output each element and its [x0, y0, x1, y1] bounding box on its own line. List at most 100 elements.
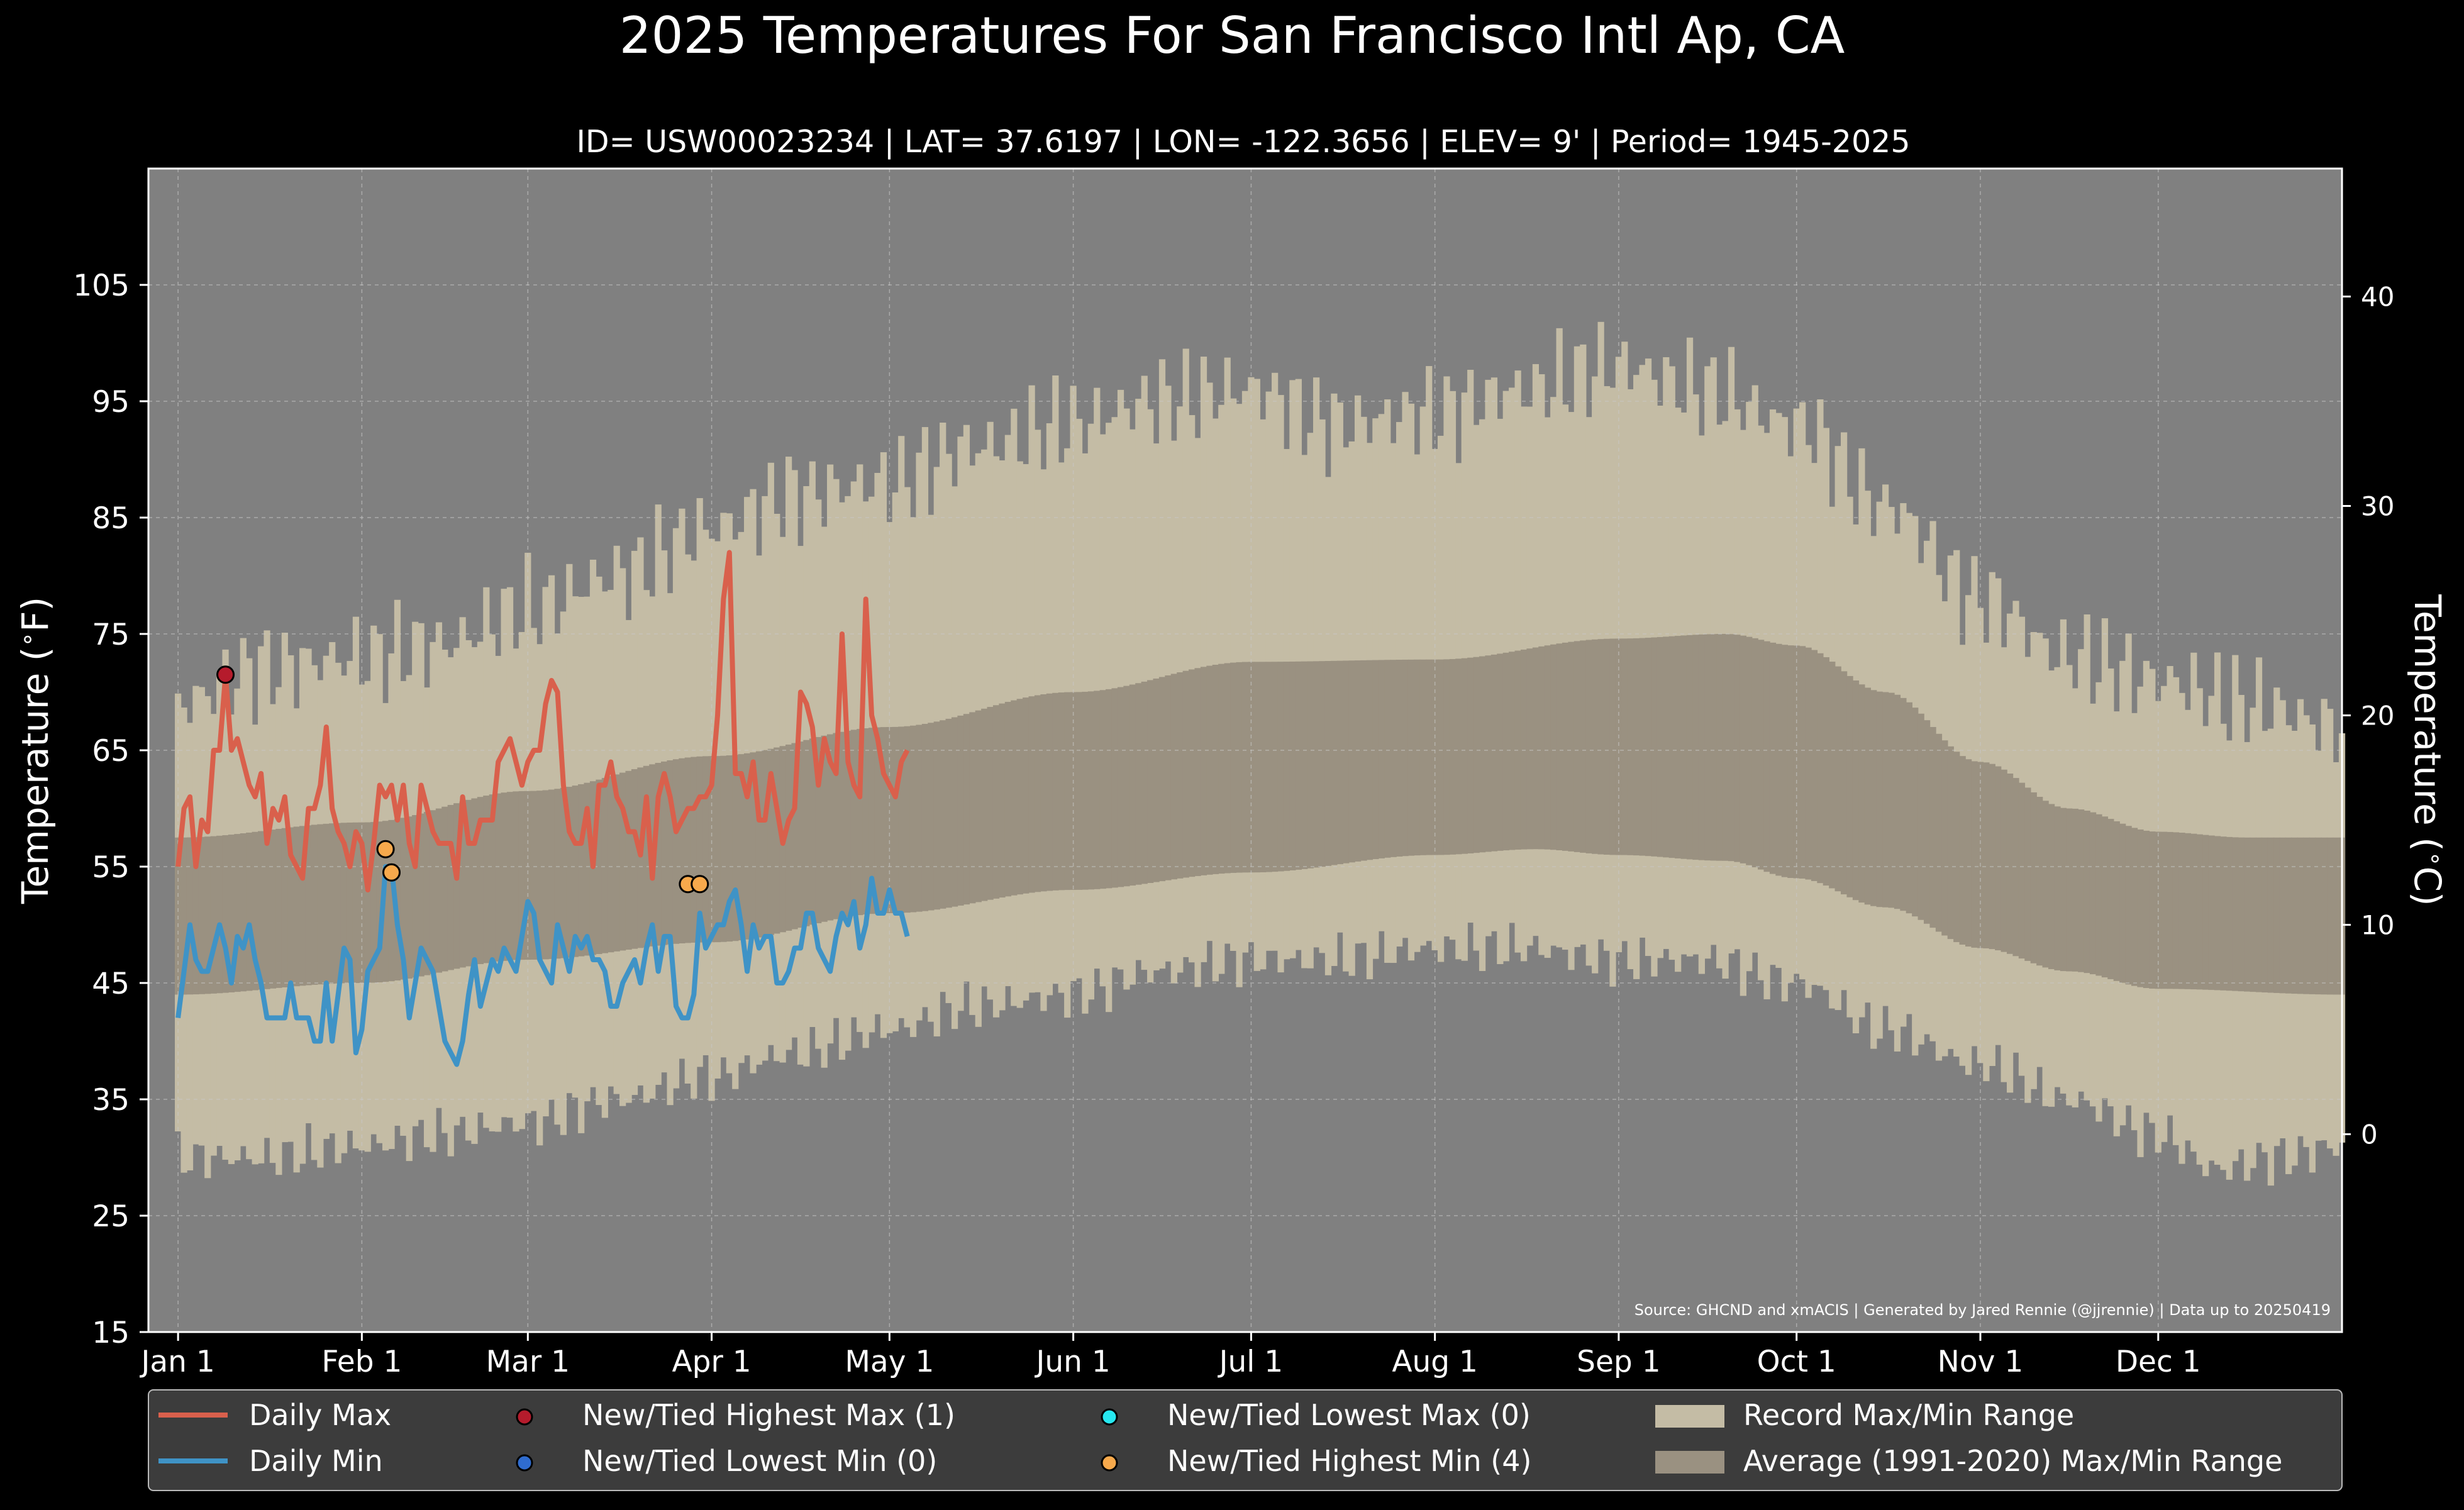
average-range-bar — [1307, 661, 1314, 869]
y-tick-label-left: 75 — [92, 618, 130, 652]
x-tick-label: Mar 1 — [486, 1345, 570, 1379]
plot-area: Source: GHCND and xmACIS | Generated by … — [147, 167, 2346, 1333]
average-range-bar — [850, 730, 857, 916]
average-range-bar — [1011, 700, 1018, 896]
average-range-bar — [1099, 690, 1106, 889]
average-range-bar — [1793, 645, 1800, 879]
average-range-bar — [2042, 801, 2049, 968]
average-range-bar — [2018, 782, 2026, 959]
average-range-bar — [969, 712, 976, 904]
chart-title: 2025 Temperatures For San Francisco Intl… — [619, 6, 1845, 65]
average-range-bar — [1106, 689, 1113, 889]
average-range-bar — [1396, 660, 1403, 857]
average-range-bar — [1324, 661, 1332, 866]
average-range-bar — [2167, 831, 2173, 989]
average-range-bar — [1194, 668, 1201, 876]
legend-label-highest-max: New/Tied Highest Max (1) — [582, 1398, 955, 1432]
average-range-bar — [785, 744, 792, 931]
average-range-bar — [1526, 648, 1533, 850]
average-range-bar — [921, 724, 929, 911]
average-range-bar — [1461, 658, 1468, 854]
average-range-bar — [2178, 833, 2185, 989]
average-range-bar — [1343, 660, 1350, 863]
average-range-bar — [1075, 692, 1083, 890]
legend-marker-highest-max — [516, 1408, 533, 1426]
average-range-bar — [1627, 638, 1634, 855]
average-range-bar — [1615, 638, 1623, 855]
average-range-bar — [1585, 640, 1592, 853]
average-range-bar — [299, 826, 306, 986]
average-range-bar — [1645, 638, 1652, 857]
y-tick-label-right: 0 — [2361, 1119, 2378, 1150]
y-tick-label-left: 65 — [92, 734, 130, 769]
average-range-bar — [1947, 746, 1954, 940]
marker-highest-min — [382, 863, 401, 882]
average-range-bar — [1544, 645, 1551, 850]
average-range-bar — [1799, 646, 1806, 879]
average-range-bar — [619, 772, 626, 951]
average-range-bar — [684, 757, 691, 943]
average-range-bar — [275, 828, 282, 988]
average-range-bar — [477, 797, 484, 964]
x-tick-label: Feb 1 — [321, 1345, 402, 1379]
average-range-bar — [1781, 645, 1788, 877]
average-range-bar — [2261, 837, 2268, 993]
average-range-bar — [1580, 640, 1587, 853]
average-range-bar — [738, 754, 745, 941]
average-range-bar — [329, 823, 336, 984]
average-range-bar — [2048, 804, 2055, 969]
average-range-bar — [1675, 636, 1682, 858]
average-range-bar — [210, 836, 217, 994]
average-range-bar — [1141, 681, 1148, 884]
average-range-bar — [2072, 808, 2078, 972]
average-range-bar — [862, 728, 869, 914]
average-range-bar — [1189, 669, 1196, 877]
y-axis-left-label: Temperature (∘F) — [13, 597, 57, 904]
x-tick-label: Aug 1 — [1392, 1345, 1478, 1379]
x-axis: Jan 1 Feb 1 Mar 1 Apr 1 May 1 Jun 1 Jul 1 Aug 1… — [139, 1332, 2201, 1379]
average-range-bar — [1710, 634, 1717, 861]
average-range-bar — [1977, 762, 1984, 948]
y-tick-label-right: 40 — [2361, 282, 2394, 313]
average-range-bar — [1473, 657, 1480, 853]
average-range-bar — [2190, 833, 2197, 990]
average-range-bar — [762, 750, 769, 936]
average-range-bar — [566, 787, 573, 958]
average-range-bar — [1663, 636, 1670, 858]
average-range-bar — [483, 796, 490, 963]
y-tick-label-right: 20 — [2361, 701, 2394, 731]
average-range-bar — [1064, 692, 1071, 891]
average-range-bar — [1888, 692, 1895, 908]
average-range-bar — [720, 755, 727, 942]
average-range-bar — [1520, 649, 1528, 850]
legend-swatch-record-range — [1655, 1405, 1724, 1428]
average-range-bar — [2208, 835, 2215, 991]
average-range-bar — [1823, 657, 1829, 886]
average-range-bar — [1829, 662, 1836, 889]
average-range-bar — [1117, 687, 1124, 887]
average-range-bar — [1734, 635, 1741, 862]
average-range-bar — [542, 790, 549, 960]
legend-label-lowest-min: New/Tied Lowest Min (0) — [582, 1444, 937, 1478]
average-range-bar — [1775, 643, 1782, 876]
average-range-bar — [578, 784, 585, 957]
average-range-bar — [679, 758, 685, 943]
average-range-bar — [1058, 692, 1065, 891]
average-range-bar — [400, 818, 407, 980]
legend-box — [148, 1389, 2343, 1491]
average-range-bar — [791, 743, 798, 930]
average-range-bar — [1028, 696, 1035, 893]
average-range-bar — [1929, 727, 1936, 928]
average-range-bar — [1864, 687, 1871, 905]
average-range-bar — [204, 836, 211, 994]
average-range-bar — [2220, 836, 2227, 991]
average-range-bar — [2084, 811, 2090, 974]
average-range-bar — [613, 774, 620, 952]
average-range-bar — [1372, 660, 1379, 860]
average-range-bar — [1858, 684, 1865, 903]
average-range-bar — [1407, 659, 1415, 856]
average-range-bar — [435, 808, 443, 973]
average-range-bar — [1692, 635, 1699, 860]
average-range-bar — [1170, 674, 1177, 880]
average-range-bar — [672, 759, 680, 944]
